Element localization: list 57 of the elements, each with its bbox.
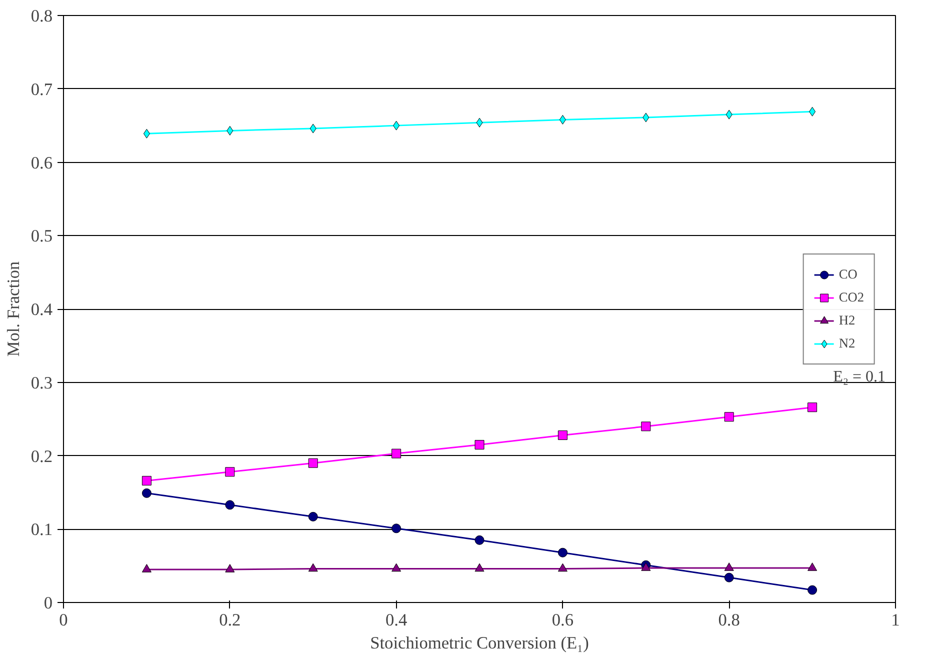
y-tick-label: 0.8 (30, 6, 53, 26)
point (226, 126, 234, 136)
point (392, 448, 402, 458)
point (142, 476, 152, 486)
point (393, 120, 400, 130)
x-axis-title: Stoichiometric Conversion (E₁) (370, 634, 590, 652)
y-tick-label: 0.7 (30, 80, 53, 99)
point (808, 402, 818, 412)
point (474, 535, 484, 545)
point (808, 562, 818, 571)
x-tick-label: 0.2 (219, 610, 241, 630)
y-tick-label: 0.2 (30, 446, 53, 466)
point (809, 106, 816, 116)
point (308, 458, 318, 468)
point (308, 512, 318, 522)
x-tick-label: 0.4 (385, 610, 408, 630)
point (392, 563, 402, 572)
point (143, 128, 150, 138)
point (641, 422, 651, 432)
legend-label: CO (838, 266, 858, 282)
x-tick-label: 0 (59, 610, 68, 630)
point (310, 124, 316, 134)
y-tick-label: 0.3 (30, 373, 53, 392)
point (559, 114, 566, 124)
y-tick-label: 0 (44, 594, 53, 612)
legend-label: CO2 (838, 289, 864, 305)
y-tick-label: 0.5 (30, 226, 53, 246)
point (724, 412, 734, 422)
y-axis-title: Mol. Fraction (4, 261, 23, 357)
point (558, 430, 568, 440)
point (808, 585, 818, 595)
x-tick-label: 1 (891, 610, 900, 630)
y-tick-label: 0.6 (30, 153, 53, 172)
point (308, 563, 318, 572)
legend-label: H2 (838, 312, 856, 328)
point (641, 562, 651, 571)
point (225, 564, 235, 572)
point (726, 110, 732, 120)
point (474, 563, 484, 572)
point (558, 563, 568, 572)
point (476, 118, 483, 128)
point (142, 564, 152, 572)
legend-label: N2 (838, 335, 856, 351)
point (724, 572, 734, 582)
point (642, 112, 650, 122)
point (142, 488, 152, 498)
point (225, 467, 235, 477)
point (225, 500, 235, 510)
point (474, 440, 484, 450)
y-tick-label: 0.4 (30, 300, 53, 319)
point (558, 548, 568, 558)
y-tick-label: 0.1 (30, 520, 53, 540)
annotation: E₂ = 0.1 (833, 368, 886, 386)
point (392, 524, 402, 534)
x-tick-label: 0.6 (552, 610, 574, 630)
point (724, 562, 734, 571)
x-tick-label: 0.8 (718, 610, 740, 630)
